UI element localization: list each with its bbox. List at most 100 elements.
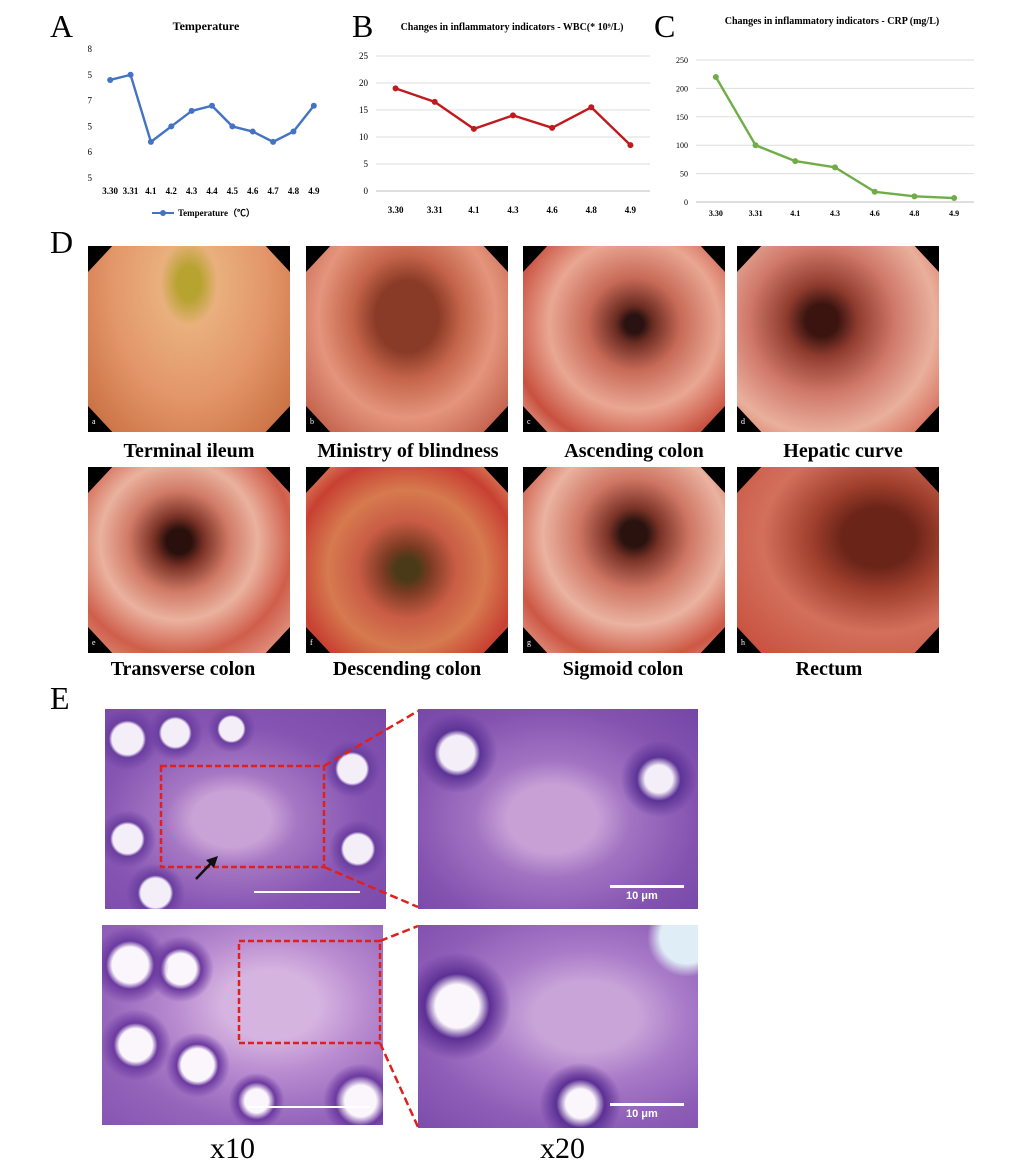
y-tick-label: 150	[676, 113, 688, 122]
panel-letter-b: B	[352, 8, 374, 44]
x-tick-label: 4.5	[227, 186, 239, 196]
y-tick-label: 200	[676, 84, 688, 93]
zoom-connector	[323, 709, 419, 768]
endoscopy-image-hepatic-curve: d	[737, 246, 939, 432]
caption-hepatic-curve: Hepatic curve	[783, 440, 903, 462]
data-point	[832, 164, 838, 171]
y-tick-label: 10	[359, 132, 369, 142]
zoom-connector	[323, 865, 419, 909]
data-point	[249, 128, 256, 135]
endoscopy-image-ascending-colon: c	[523, 246, 725, 432]
endoscopy-image-sigmoid-colon: g	[523, 467, 725, 653]
y-tick-label: 0	[364, 186, 369, 196]
image-tag: g	[527, 638, 531, 647]
data-point	[627, 142, 634, 149]
histology-x10-top	[105, 709, 386, 909]
x-tick-label: 4.6	[247, 186, 259, 196]
temperature-chart: Temperature 38 37.5 37 36.5 36 35.5 3.30 3.31 4.…	[88, 19, 320, 218]
x-tick-label: 4.9	[308, 186, 320, 196]
caption-transverse-colon: Transverse colon	[110, 658, 256, 680]
data-point	[549, 124, 556, 131]
x-tick-label: 3.30	[102, 186, 118, 196]
data-point	[470, 125, 477, 132]
data-point	[792, 158, 799, 165]
data-point	[431, 98, 438, 105]
zoom-connector	[379, 924, 419, 943]
data-point	[871, 188, 878, 195]
histology-x20-top: 10 μm	[418, 709, 698, 909]
y-tick-label: 50	[680, 170, 688, 179]
y-tick-label: 100	[676, 141, 688, 150]
x-tick-label: 4.9	[949, 209, 959, 218]
data-point	[588, 104, 595, 111]
endoscopy-image-transverse-colon: e	[88, 467, 290, 653]
image-tag: b	[310, 417, 314, 426]
data-point	[229, 123, 236, 130]
caption-sigmoid-colon: Sigmoid colon	[562, 658, 684, 680]
endoscopy-image-terminal-ileum: a	[88, 246, 290, 432]
y-tick-label: 36.5	[88, 121, 93, 131]
histology-x20-bottom: 10 μm	[418, 925, 698, 1128]
data-point	[510, 112, 516, 119]
panel-letter-d: D	[50, 224, 74, 260]
caption-terminal-ileum: Terminal ileum	[123, 440, 255, 462]
x-tick-label: 4.3	[507, 205, 519, 215]
data-point	[270, 138, 277, 145]
magnification-label-low: x10	[210, 1132, 255, 1165]
y-tick-label: 37.5	[88, 70, 93, 80]
data-point	[911, 193, 918, 200]
arrow-icon	[195, 856, 218, 880]
data-point	[107, 76, 114, 83]
x-tick-label: 4.7	[267, 186, 279, 196]
x-tick-label: 3.30	[709, 209, 723, 218]
endoscopy-image-descending-colon: f	[306, 467, 508, 653]
x-tick-label: 4.8	[586, 205, 598, 215]
scale-bar	[610, 1103, 684, 1106]
data-point	[290, 128, 297, 135]
legend-label: Temperature（℃）	[178, 208, 255, 218]
y-tick-label: 38	[88, 44, 93, 54]
x-tick-label: 4.8	[909, 209, 919, 218]
image-tag: f	[310, 638, 313, 647]
zoom-box-bottom	[237, 939, 382, 1045]
x-tick-label: 4.8	[288, 186, 300, 196]
panel-letter-c: C	[654, 8, 676, 44]
y-tick-label: 25	[359, 51, 369, 61]
data-point	[712, 74, 719, 81]
caption-ministry-of-blindness: Ministry of blindness	[317, 440, 499, 462]
x-tick-label: 4.1	[790, 209, 800, 218]
x-tick-label: 4.4	[206, 186, 218, 196]
x-tick-label: 4.3	[186, 186, 198, 196]
x-tick-label: 3.30	[388, 205, 404, 215]
data-point	[168, 123, 175, 130]
image-tag: c	[527, 417, 531, 426]
chart-title: Changes in inflammatory indicators - WBC…	[401, 22, 624, 33]
data-point	[310, 102, 317, 109]
caption-rectum: Rectum	[795, 658, 863, 680]
data-point	[752, 142, 759, 149]
magnification-label-high: x20	[540, 1132, 585, 1165]
endoscopy-image-ministry-of-blindness: b	[306, 246, 508, 432]
data-point	[209, 102, 215, 109]
y-tick-label: 250	[676, 56, 688, 65]
y-tick-label: 37	[88, 96, 93, 106]
caption-ascending-colon: Ascending colon	[564, 440, 704, 462]
image-tag: d	[741, 417, 745, 426]
caption-descending-colon: Descending colon	[332, 658, 482, 680]
wbc-chart: Changes in inflammatory indicators - WBC…	[359, 22, 650, 215]
y-tick-label: 0	[684, 198, 688, 207]
data-point	[127, 71, 134, 78]
data-point	[392, 85, 399, 92]
x-tick-label: 3.31	[123, 186, 139, 196]
zoom-connector	[378, 1042, 420, 1128]
scale-bar	[610, 885, 684, 888]
x-tick-label: 4.1	[145, 186, 157, 196]
x-tick-label: 4.6	[547, 205, 559, 215]
chart-title: Temperature	[173, 19, 240, 33]
y-tick-label: 20	[359, 78, 369, 88]
histology-x10-bottom	[102, 925, 383, 1125]
x-tick-label: 4.3	[830, 209, 840, 218]
y-tick-label: 15	[359, 105, 369, 115]
x-tick-label: 3.31	[749, 209, 763, 218]
